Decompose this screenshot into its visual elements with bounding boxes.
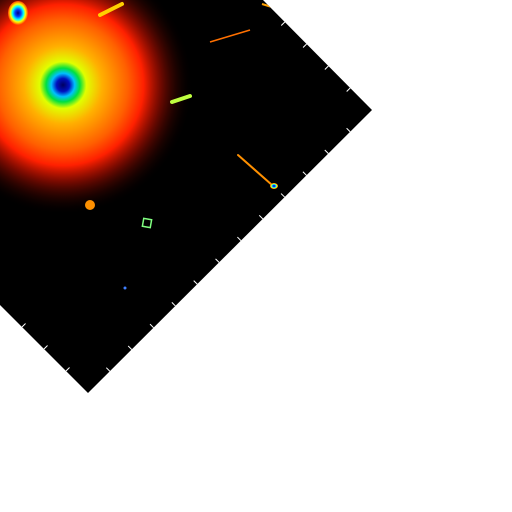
tick xyxy=(302,171,307,176)
star xyxy=(270,183,278,189)
tick xyxy=(127,345,133,350)
tick xyxy=(280,193,285,198)
tick xyxy=(171,302,176,307)
tick xyxy=(65,367,70,372)
tick xyxy=(302,43,307,48)
tick xyxy=(346,127,351,133)
source xyxy=(85,200,95,210)
star xyxy=(8,1,28,25)
tick xyxy=(280,21,286,26)
streak xyxy=(170,94,192,104)
streak xyxy=(237,154,273,186)
tick xyxy=(237,236,242,241)
tick xyxy=(258,214,264,220)
tick xyxy=(43,345,48,350)
tick xyxy=(346,87,351,92)
galaxy xyxy=(0,0,193,215)
tick xyxy=(324,65,329,70)
source xyxy=(123,286,127,290)
tick xyxy=(105,367,111,372)
tick xyxy=(324,149,329,154)
tick xyxy=(215,258,220,263)
streak xyxy=(209,29,251,43)
source xyxy=(141,217,153,229)
tick xyxy=(21,323,26,328)
streak xyxy=(98,2,124,17)
tick xyxy=(193,280,198,285)
tick-marks xyxy=(21,21,351,372)
tick xyxy=(149,323,154,329)
